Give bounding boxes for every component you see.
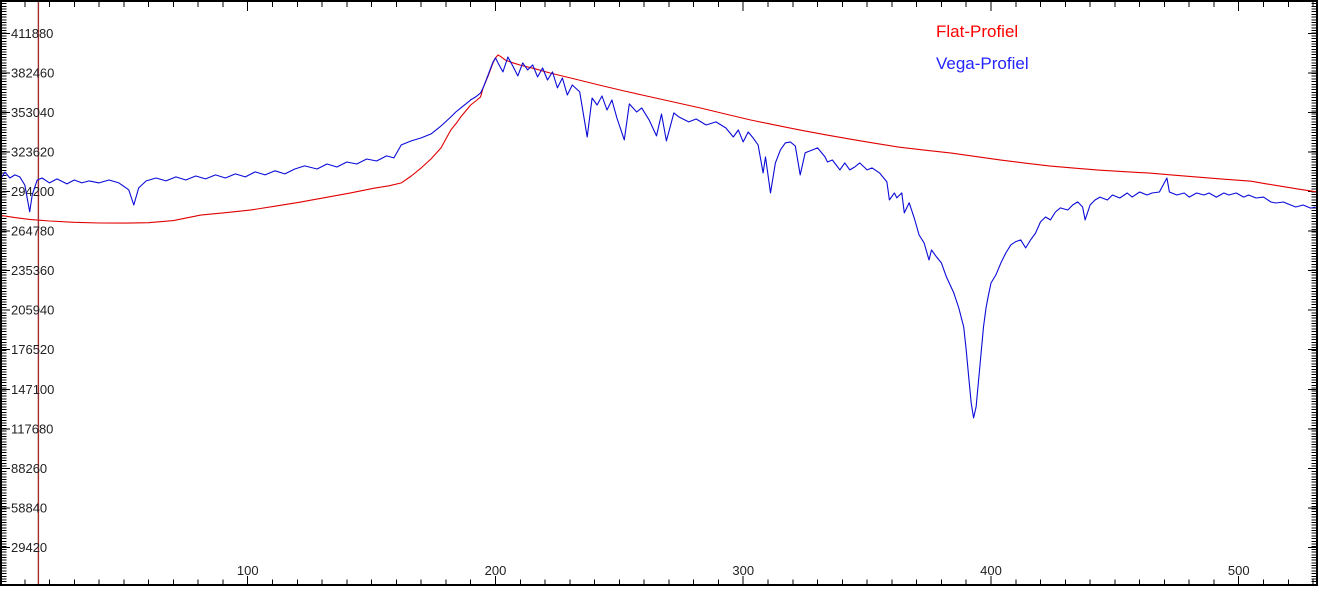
x-axis-tick-label: 500 xyxy=(1228,563,1250,578)
y-axis-tick-label: 353040 xyxy=(11,105,54,120)
vega-profiel-curve xyxy=(0,56,1316,419)
y-axis-tick-label: 235360 xyxy=(11,263,54,278)
flat-profiel-curve xyxy=(0,54,1318,224)
y-axis-tick-label: 147100 xyxy=(11,382,54,397)
y-axis-tick-label: 58840 xyxy=(11,500,47,515)
legend-label-flat-profiel: Flat-Profiel xyxy=(936,22,1019,41)
axis-labels: 29420 58840 88260 117680 147100 176520 205940 2… xyxy=(11,26,1250,578)
y-axis-tick-label: 264780 xyxy=(11,224,54,239)
x-axis-tick-label: 400 xyxy=(980,563,1002,578)
y-axis-tick-label: 117680 xyxy=(11,421,53,436)
y-axis-tick-label: 411880 xyxy=(11,26,53,41)
y-axis-tick-label: 176520 xyxy=(11,342,54,357)
x-axis-tick-label: 300 xyxy=(732,563,754,578)
y-axis-tick-label: 88260 xyxy=(11,461,47,476)
y-axis-tick-label: 382460 xyxy=(11,65,54,80)
legend: Flat-Profiel Vega-Profiel xyxy=(936,22,1029,86)
x-axis-tick-label: 100 xyxy=(237,563,259,578)
y-axis-tick-label: 323620 xyxy=(11,145,54,160)
y-axis-tick-label: 29420 xyxy=(11,540,47,555)
y-axis-tick-label: 205940 xyxy=(11,303,54,318)
legend-label-vega-profiel: Vega-Profiel xyxy=(936,54,1029,73)
y-axis-tick-label: 294200 xyxy=(11,184,54,199)
x-axis-tick-label: 200 xyxy=(485,563,507,578)
